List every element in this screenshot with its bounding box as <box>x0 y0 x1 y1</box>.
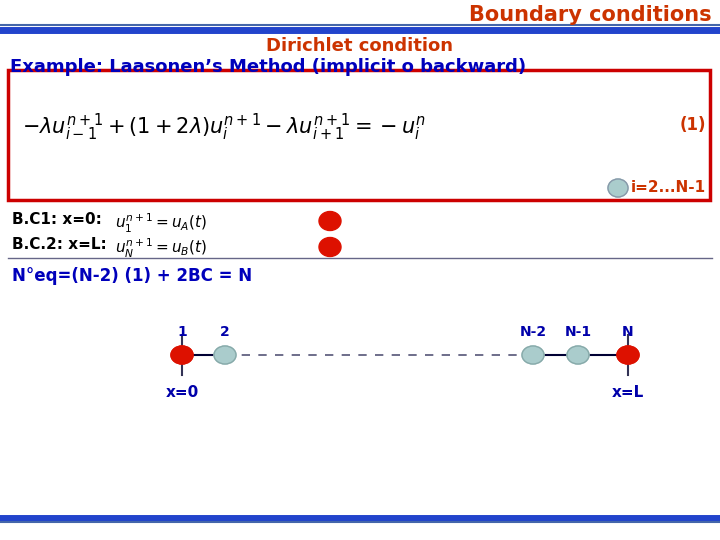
Text: Boundary conditions: Boundary conditions <box>469 5 712 25</box>
Text: $-\lambda u_{i-1}^{n+1} + (1+2\lambda)u_i^{n+1} - \lambda u_{i+1}^{n+1} = -u_i^n: $-\lambda u_{i-1}^{n+1} + (1+2\lambda)u_… <box>22 111 426 143</box>
Text: N°eq=(N-2) (1) + 2BC = N: N°eq=(N-2) (1) + 2BC = N <box>12 267 252 285</box>
Ellipse shape <box>171 346 193 364</box>
Text: (1): (1) <box>680 116 706 134</box>
Text: B.C1: x=0:: B.C1: x=0: <box>12 212 102 227</box>
Text: N-2: N-2 <box>519 325 546 339</box>
Ellipse shape <box>617 346 639 364</box>
Ellipse shape <box>608 179 628 197</box>
Ellipse shape <box>567 346 589 364</box>
Ellipse shape <box>319 212 341 231</box>
Text: x=0: x=0 <box>166 385 199 400</box>
Text: N-1: N-1 <box>564 325 592 339</box>
Text: Dirichlet condition: Dirichlet condition <box>266 37 454 55</box>
Text: 1: 1 <box>177 325 187 339</box>
FancyBboxPatch shape <box>8 70 710 200</box>
Text: $u_1^{n+1}=u_A(t)$: $u_1^{n+1}=u_A(t)$ <box>115 212 207 235</box>
Text: Example: Laasonen’s Method (implicit o backward): Example: Laasonen’s Method (implicit o b… <box>10 58 526 76</box>
Text: 2: 2 <box>220 325 230 339</box>
Text: $u_N^{n+1}=u_B(t)$: $u_N^{n+1}=u_B(t)$ <box>115 237 207 260</box>
Ellipse shape <box>214 346 236 364</box>
Text: x=L: x=L <box>612 385 644 400</box>
Ellipse shape <box>319 238 341 256</box>
Text: N: N <box>622 325 634 339</box>
Text: i=2...N-1: i=2...N-1 <box>631 180 706 195</box>
Ellipse shape <box>522 346 544 364</box>
Text: B.C.2: x=L:: B.C.2: x=L: <box>12 237 107 252</box>
